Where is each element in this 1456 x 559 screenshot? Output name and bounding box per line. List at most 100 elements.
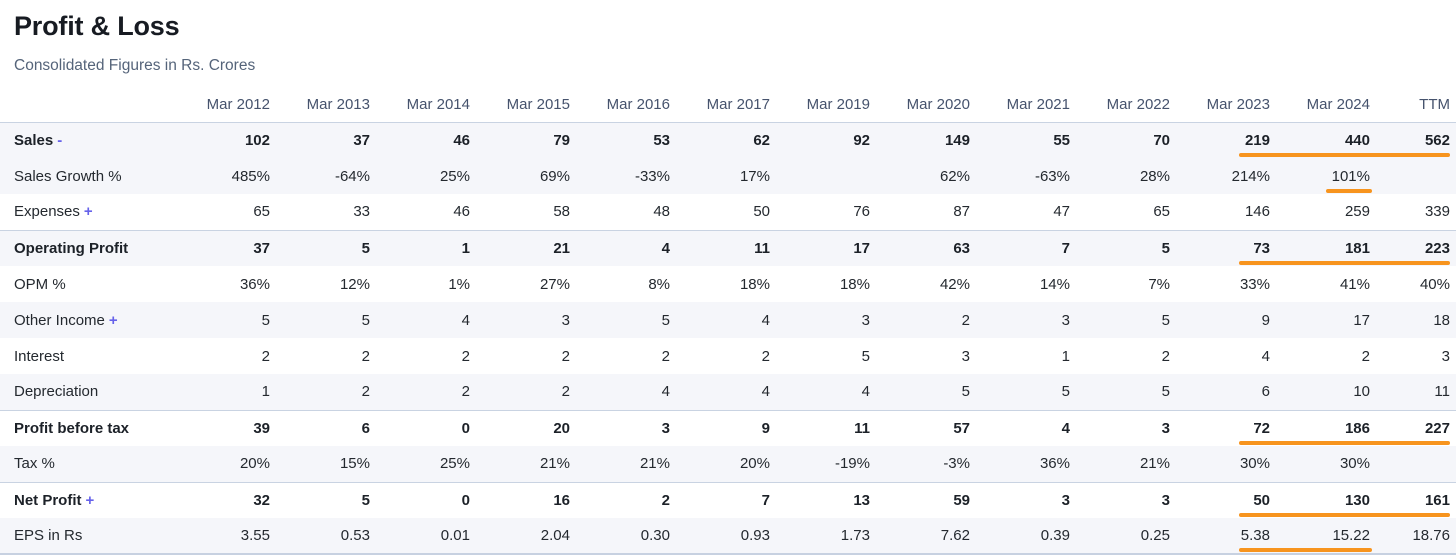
value-cell: 15.22: [1332, 527, 1370, 544]
row-label-text: Interest: [14, 347, 65, 365]
table-header-row: Mar 2012 Mar 2013 Mar 2014 Mar 2015 Mar 2016…: [0, 89, 1456, 123]
row-label: OPM %: [0, 266, 176, 302]
value-cell: 12%: [339, 275, 370, 293]
value-cell: 485%: [231, 167, 270, 185]
value-cell: 339: [1424, 203, 1450, 221]
collapse-minus-icon[interactable]: -: [57, 131, 63, 149]
row-label-text: Other Income: [14, 311, 105, 329]
value-cell: 70: [1153, 131, 1170, 149]
value-cell: 8%: [648, 275, 670, 293]
value-cell: 0.25: [1140, 527, 1170, 544]
table-row: Other Income +5 5 4 3 5 4 3 2 3 5 9 17 18: [0, 302, 1456, 338]
value-cell: 219: [1244, 131, 1270, 149]
value-cell: 20%: [739, 455, 770, 473]
value-cell: -63%: [1034, 167, 1070, 185]
value-cell: 4: [761, 383, 770, 401]
value-cell: 1: [1061, 347, 1070, 365]
value-cell: 223: [1376, 229, 1456, 266]
value-cell: 87: [953, 203, 970, 221]
value-cell: 227: [1376, 409, 1456, 446]
value-cell: 21%: [539, 455, 570, 473]
value-cell: 2: [361, 347, 370, 365]
row-label-column-header: [0, 89, 176, 123]
value-cell: 5: [276, 481, 376, 518]
value-cell: 18%: [839, 275, 870, 293]
value-cell: 146: [1244, 203, 1270, 221]
row-label-text: EPS in Rs: [14, 527, 83, 544]
value-cell: 0.01: [440, 527, 470, 544]
value-cell: 130: [1276, 481, 1376, 518]
value-cell: 5: [261, 311, 270, 329]
value-cell: 3: [1441, 347, 1450, 365]
value-cell: 2: [361, 383, 370, 401]
value-cell: 18.76: [1412, 527, 1450, 544]
expand-plus-icon[interactable]: +: [108, 311, 118, 329]
row-label-text: OPM %: [14, 275, 66, 293]
column-header: TTM: [1376, 89, 1456, 123]
value-cell: 5: [276, 229, 376, 266]
value-cell: 27%: [539, 275, 570, 293]
column-header: Mar 2024: [1276, 89, 1376, 123]
value-cell: 3: [576, 409, 676, 446]
row-label: Interest: [0, 338, 176, 374]
table-row: Expenses +65 33 46 58 48 50 76 87 47 65 146 259 339: [0, 194, 1456, 230]
row-label: Operating Profit: [0, 229, 1450, 266]
value-cell: 5: [661, 311, 670, 329]
value-cell: -19%: [834, 455, 870, 473]
value-cell: 21: [476, 229, 576, 266]
value-cell: 259: [1344, 203, 1370, 221]
value-cell: 20%: [239, 455, 270, 473]
value-cell: 58: [553, 203, 570, 221]
value-cell: 5: [1076, 229, 1176, 266]
table-row: Operating Profit 37 5 1 21 4 11 17 63 7 5 73 181 223: [0, 229, 1456, 266]
value-cell: 5.38: [1240, 527, 1270, 544]
value-cell: 59: [876, 481, 976, 518]
value-cell: 2.04: [540, 527, 570, 544]
page-title: Profit & Loss: [14, 11, 180, 41]
table-row: Net Profit +32 5 0 16 2 7 13 59 3 3 50 130 161: [0, 481, 1456, 518]
value-cell: 14%: [1039, 275, 1070, 293]
value-cell: 2: [1161, 347, 1170, 365]
table-row: Tax % 20% 15% 25% 21% 21% 20% -19% -3% 36% 21% 30% 3…: [0, 446, 1456, 482]
row-label[interactable]: Net Profit +: [0, 481, 1450, 518]
profit-loss-table: Mar 2012 Mar 2013 Mar 2014 Mar 2015 Mar 2016…: [0, 89, 1456, 555]
row-label[interactable]: Expenses +: [0, 194, 176, 230]
row-label[interactable]: Other Income +: [0, 302, 176, 338]
value-cell: 53: [653, 131, 670, 149]
value-cell: 50: [1176, 481, 1276, 518]
value-cell: 50: [753, 203, 770, 221]
value-cell: 7.62: [940, 527, 970, 544]
value-cell: 18%: [739, 275, 770, 293]
value-cell: 63: [876, 229, 976, 266]
value-cell: 6: [276, 409, 376, 446]
value-cell: 4: [661, 383, 670, 401]
row-label-text: Expenses: [14, 203, 80, 221]
value-cell: 3: [961, 347, 970, 365]
value-cell: 21%: [1139, 455, 1170, 473]
value-cell: 2: [576, 481, 676, 518]
value-cell: 2: [1361, 347, 1370, 365]
value-cell: 1: [261, 383, 270, 401]
column-header: Mar 2013: [276, 89, 376, 123]
value-cell: 30%: [1239, 455, 1270, 473]
value-cell: 79: [553, 131, 570, 149]
value-cell: 11: [776, 409, 876, 446]
value-cell: 42%: [939, 275, 970, 293]
expand-plus-icon[interactable]: +: [83, 203, 93, 221]
table-row: Profit before tax 39 6 0 20 3 9 11 57 4 3 72 186 227: [0, 409, 1456, 446]
row-label-text: Profit before tax: [14, 419, 130, 437]
value-cell: 4: [1261, 347, 1270, 365]
value-cell: 3: [561, 311, 570, 329]
value-cell: -33%: [634, 167, 670, 185]
value-cell: 5: [1161, 383, 1170, 401]
value-cell: 76: [853, 203, 870, 221]
value-cell: -3%: [943, 455, 970, 473]
value-cell: 3: [1061, 311, 1070, 329]
table-row: Depreciation 1 2 2 2 4 4 4 5 5 5 6 10 11: [0, 374, 1456, 410]
row-label[interactable]: Sales -: [0, 122, 1450, 158]
value-cell: 69%: [539, 167, 570, 185]
value-cell: 3: [1076, 409, 1176, 446]
row-label-text: Sales: [14, 131, 54, 149]
expand-plus-icon[interactable]: +: [85, 491, 95, 509]
value-cell: 2: [761, 347, 770, 365]
